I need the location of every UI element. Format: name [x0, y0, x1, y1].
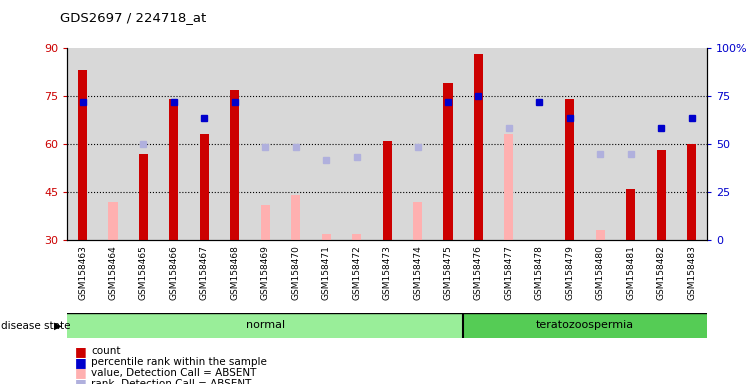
Text: GSM158465: GSM158465	[139, 245, 148, 300]
Text: GSM158468: GSM158468	[230, 245, 239, 300]
Bar	[382, 141, 392, 240]
Bar	[413, 202, 422, 240]
Text: GDS2697 / 224718_at: GDS2697 / 224718_at	[60, 12, 206, 25]
Bar	[261, 205, 270, 240]
Bar	[291, 195, 300, 240]
Bar	[676, 48, 707, 240]
Bar	[311, 48, 341, 240]
Bar	[524, 48, 554, 240]
Bar	[280, 48, 311, 240]
Text: GSM158463: GSM158463	[78, 245, 87, 300]
Text: GSM158480: GSM158480	[595, 245, 605, 300]
Bar	[341, 48, 372, 240]
Text: GSM158482: GSM158482	[657, 245, 666, 300]
Text: GSM158470: GSM158470	[291, 245, 300, 300]
Bar	[98, 48, 128, 240]
Text: GSM158469: GSM158469	[261, 245, 270, 300]
Text: GSM158464: GSM158464	[108, 245, 117, 300]
Bar	[463, 48, 494, 240]
Bar	[189, 48, 220, 240]
Bar	[595, 230, 605, 240]
Text: GSM158473: GSM158473	[382, 245, 392, 300]
Bar	[200, 134, 209, 240]
Text: ■: ■	[75, 356, 87, 369]
Text: GSM158483: GSM158483	[687, 245, 696, 300]
Bar	[474, 55, 483, 240]
Text: GSM158474: GSM158474	[413, 245, 422, 300]
Bar	[230, 89, 239, 240]
Bar	[657, 151, 666, 240]
Bar	[139, 154, 148, 240]
Text: percentile rank within the sample: percentile rank within the sample	[91, 357, 267, 367]
Text: GSM158471: GSM158471	[322, 245, 331, 300]
Bar	[565, 99, 574, 240]
Bar	[444, 83, 453, 240]
Text: ▶: ▶	[54, 321, 62, 331]
Bar	[78, 70, 87, 240]
Bar	[646, 48, 676, 240]
Text: teratozoospermia: teratozoospermia	[536, 320, 634, 331]
Bar	[626, 189, 635, 240]
Text: value, Detection Call = ABSENT: value, Detection Call = ABSENT	[91, 368, 257, 378]
Bar	[352, 233, 361, 240]
Bar	[402, 48, 433, 240]
Text: GSM158475: GSM158475	[444, 245, 453, 300]
Bar	[108, 202, 117, 240]
Bar	[250, 48, 280, 240]
Bar	[463, 313, 707, 338]
Bar	[687, 144, 696, 240]
Text: normal: normal	[245, 320, 285, 331]
Text: ■: ■	[75, 366, 87, 379]
Text: count: count	[91, 346, 120, 356]
Bar	[169, 99, 179, 240]
Text: GSM158466: GSM158466	[169, 245, 179, 300]
Text: ■: ■	[75, 377, 87, 384]
Bar	[159, 48, 189, 240]
Bar	[433, 48, 463, 240]
Bar	[372, 48, 402, 240]
Bar	[322, 233, 331, 240]
Bar	[67, 48, 98, 240]
Text: GSM158477: GSM158477	[504, 245, 513, 300]
Text: rank, Detection Call = ABSENT: rank, Detection Call = ABSENT	[91, 379, 251, 384]
Bar	[220, 48, 250, 240]
Text: GSM158476: GSM158476	[474, 245, 483, 300]
Bar	[67, 313, 463, 338]
Text: ■: ■	[75, 345, 87, 358]
Text: GSM158481: GSM158481	[626, 245, 635, 300]
Bar	[616, 48, 646, 240]
Text: GSM158479: GSM158479	[565, 245, 574, 300]
Text: GSM158467: GSM158467	[200, 245, 209, 300]
Text: disease state: disease state	[1, 321, 70, 331]
Bar	[554, 48, 585, 240]
Text: GSM158472: GSM158472	[352, 245, 361, 300]
Text: GSM158478: GSM158478	[535, 245, 544, 300]
Bar	[494, 48, 524, 240]
Bar	[128, 48, 159, 240]
Bar	[504, 134, 513, 240]
Bar	[585, 48, 616, 240]
